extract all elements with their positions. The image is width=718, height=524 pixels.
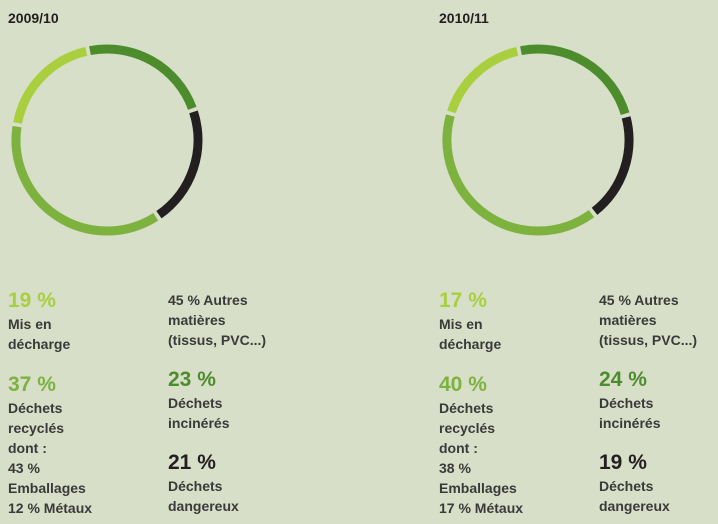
category-label: Déchets dangereux	[599, 478, 670, 514]
value-label: 24 %	[599, 368, 647, 391]
label-block: 23 % Déchets incinérés	[168, 367, 250, 433]
detail-line: dont :	[8, 440, 47, 456]
value-label: 37 %	[8, 373, 56, 396]
donut-segment	[447, 47, 519, 114]
chart-panel: 2010/11 17 % Mis en décharge 40 % Déchets re…	[431, 0, 718, 524]
donut-segment	[156, 110, 203, 219]
chart-title: 2010/11	[439, 10, 489, 26]
donut-segment	[520, 44, 630, 116]
label-block: 21 % Déchets dangereux	[168, 450, 250, 516]
donut-segment	[591, 116, 634, 215]
chart-title: 2009/10	[8, 10, 59, 26]
value-label: 21 %	[168, 451, 216, 474]
category-label: Déchets recyclés	[8, 400, 65, 436]
value-label: 19 %	[599, 451, 647, 474]
value-label: 40 %	[439, 373, 487, 396]
donut-chart	[442, 44, 634, 236]
note: 45 % Autres matières (tissus, PVC...)	[599, 292, 698, 348]
note: 45 % Autres matières (tissus, PVC...)	[168, 292, 267, 348]
value-label: 19 %	[8, 289, 56, 312]
label-block: 40 % Déchets recyclés dont : 38 % Emballages…	[439, 372, 523, 518]
detail-line: 12 % Métaux	[8, 500, 93, 516]
category-label: Déchets incinérés	[599, 395, 661, 431]
label-block: 37 % Déchets recyclés dont : 43 % Emballages…	[8, 372, 92, 518]
donut-segment	[13, 47, 88, 124]
detail-line: 43 %	[8, 460, 40, 476]
detail-line: Emballages	[439, 480, 517, 496]
donut-chart	[11, 44, 203, 236]
donut-segment	[11, 126, 159, 236]
value-label: 17 %	[439, 289, 487, 312]
detail-line: dont :	[439, 440, 478, 456]
category-label: Déchets dangereux	[168, 478, 239, 514]
category-label: Déchets recyclés	[439, 400, 496, 436]
detail-line: 17 % Métaux	[439, 500, 524, 516]
label-block: 19 % Mis en décharge	[8, 288, 90, 354]
category-label: Mis en décharge	[8, 316, 71, 352]
donut-segment	[89, 44, 197, 110]
chart-panel: 2009/10 19 % Mis en décharge 37 % Déchets re…	[8, 10, 267, 518]
category-label: Déchets incinérés	[168, 395, 230, 431]
label-block: 17 % Mis en décharge	[439, 288, 521, 354]
detail-line: Emballages	[8, 480, 86, 496]
label-block: 19 % Déchets dangereux	[599, 450, 681, 516]
detail-line: 38 %	[439, 460, 471, 476]
donut-segment	[442, 114, 595, 236]
label-block: 24 % Déchets incinérés	[599, 367, 681, 433]
category-label: Mis en décharge	[439, 316, 502, 352]
value-label: 23 %	[168, 368, 216, 391]
